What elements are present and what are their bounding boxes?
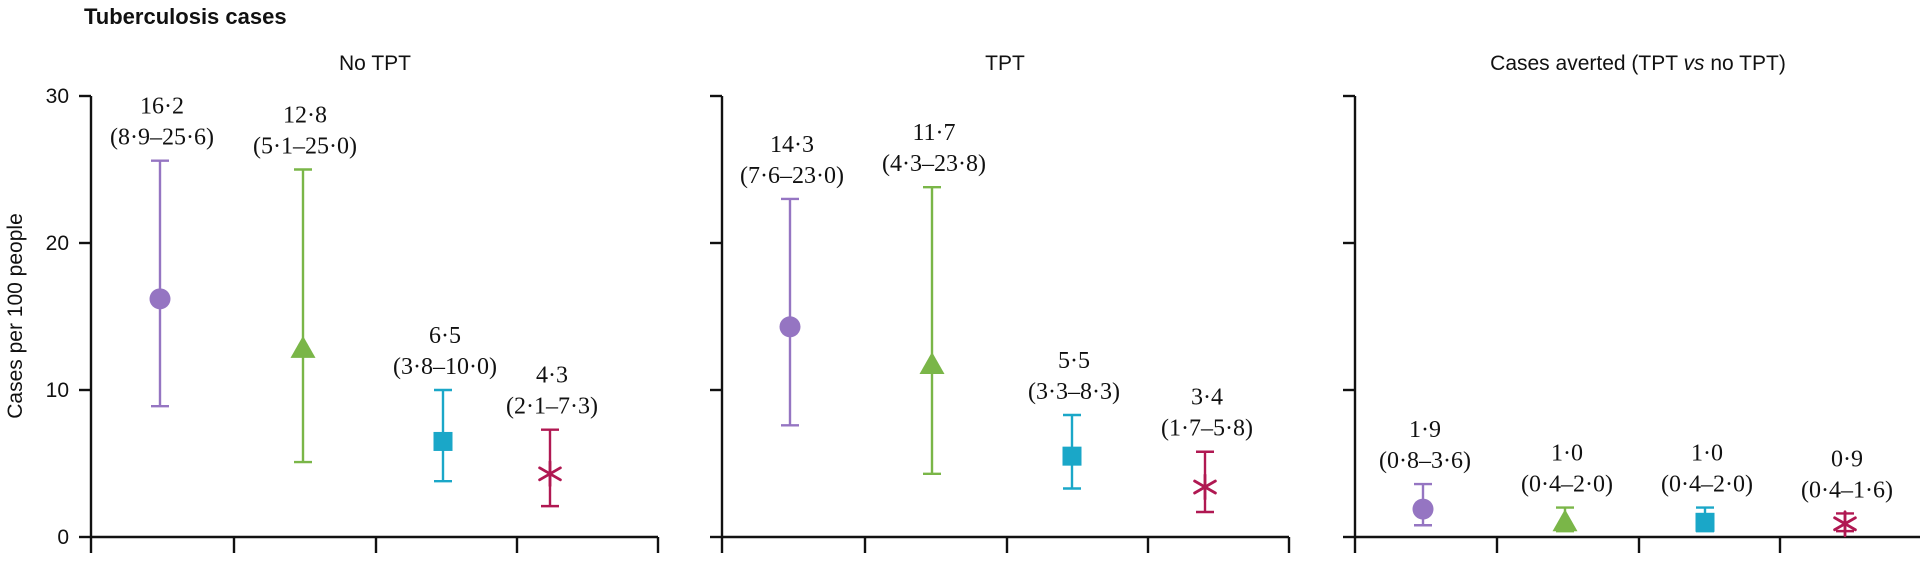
ci-label: (8·9–25·6) <box>110 125 214 151</box>
triangle-marker <box>290 335 316 358</box>
value-label: 1·9 <box>1409 417 1441 443</box>
data-point: 1·9 (0·8–3·6) <box>1379 417 1471 527</box>
value-label: 5·5 <box>1058 348 1090 374</box>
value-label: 3·4 <box>1191 385 1223 411</box>
data-point: 14·3 (7·6–23·0) <box>740 132 844 427</box>
panel-title: TPT <box>985 52 1025 75</box>
asterisk-marker <box>1833 510 1857 538</box>
value-label: 1·0 <box>1691 441 1723 467</box>
y-tick-label: 20 <box>46 232 69 255</box>
panel-title: No TPT <box>339 52 411 75</box>
data-point: 0·9 (0·4–1·6) <box>1801 446 1893 538</box>
y-tick-label: 0 <box>57 526 69 549</box>
data-point: 1·0 (0·4–2·0) <box>1521 441 1613 533</box>
ci-label: (1·7–5·8) <box>1161 416 1253 442</box>
ci-label: (0·4–2·0) <box>1661 472 1753 498</box>
value-label: 14·3 <box>770 132 814 158</box>
ci-label: (0·8–3·6) <box>1379 448 1471 474</box>
data-point: 1·0 (0·4–2·0) <box>1661 441 1753 533</box>
panel-title: Cases averted (TPT vs no TPT) <box>1490 52 1786 75</box>
circle-marker <box>1412 498 1434 520</box>
asterisk-marker <box>1193 473 1217 501</box>
panel-1: No TPT 0 10 20 30 16·2 (8·9–25·6) 12·8 (5·1–25·0… <box>46 52 660 553</box>
panels: No TPT 0 10 20 30 16·2 (8·9–25·6) 12·8 (5·1–25·0… <box>46 52 1920 553</box>
data-point: 12·8 (5·1–25·0) <box>253 103 357 464</box>
asterisk-marker <box>538 460 562 488</box>
chart-title: Tuberculosis cases <box>84 4 287 29</box>
value-label: 0·9 <box>1831 446 1863 472</box>
square-marker <box>1695 512 1715 532</box>
square-marker <box>433 431 453 451</box>
data-point: 5·5 (3·3–8·3) <box>1028 348 1120 490</box>
ci-label: (7·6–23·0) <box>740 163 844 189</box>
y-axis-label: Cases per 100 people <box>4 213 27 418</box>
square-marker <box>1062 446 1082 466</box>
ci-label: (3·3–8·3) <box>1028 379 1120 405</box>
data-point: 3·4 (1·7–5·8) <box>1161 385 1253 514</box>
y-tick-label: 30 <box>46 85 69 108</box>
panel-3: Cases averted (TPT vs no TPT) 1·9 (0·8–3·6… <box>1343 52 1920 553</box>
value-label: 11·7 <box>912 120 955 146</box>
data-point: 6·5 (3·8–10·0) <box>393 323 497 483</box>
value-label: 6·5 <box>429 323 461 349</box>
ci-label: (2·1–7·3) <box>506 394 598 420</box>
data-point: 16·2 (8·9–25·6) <box>110 94 214 408</box>
triangle-marker <box>919 352 945 375</box>
value-label: 16·2 <box>140 94 184 120</box>
y-tick-label: 10 <box>46 379 69 402</box>
value-label: 1·0 <box>1551 441 1583 467</box>
ci-label: (5·1–25·0) <box>253 134 357 160</box>
ci-label: (4·3–23·8) <box>882 151 986 177</box>
ci-label: (0·4–2·0) <box>1521 472 1613 498</box>
circle-marker <box>149 288 171 310</box>
circle-marker <box>779 316 801 338</box>
panel-2: TPT 14·3 (7·6–23·0) 11·7 (4·3–23·8) 5·5 (3·3–8… <box>710 52 1291 553</box>
triangle-marker <box>1552 509 1578 532</box>
data-point: 4·3 (2·1–7·3) <box>506 363 598 508</box>
value-label: 12·8 <box>283 103 327 129</box>
ci-label: (0·4–1·6) <box>1801 477 1893 503</box>
value-label: 4·3 <box>536 363 568 389</box>
ci-label: (3·8–10·0) <box>393 354 497 380</box>
data-point: 11·7 (4·3–23·8) <box>882 120 986 475</box>
